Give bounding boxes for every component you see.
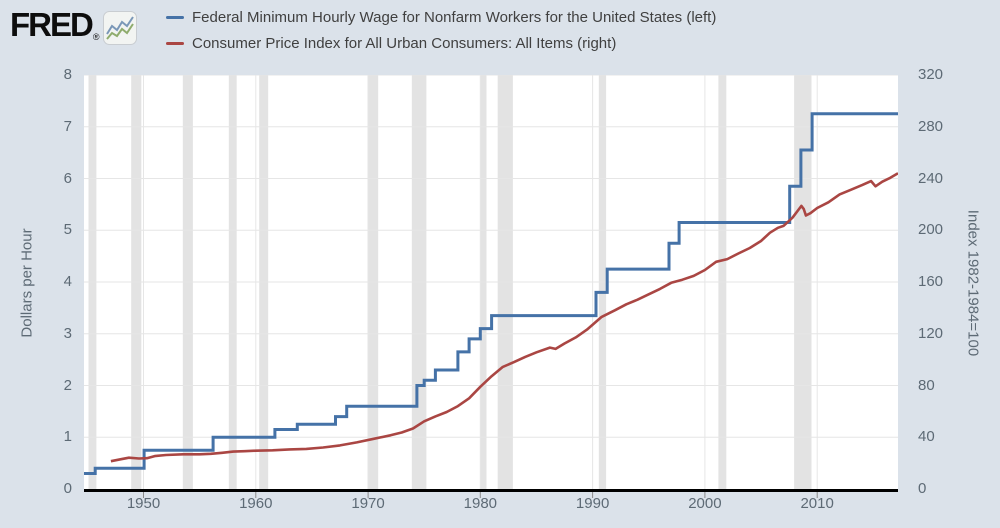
chart-legend: Federal Minimum Hourly Wage for Nonfarm … <box>166 6 716 58</box>
y-axis-right-tick-label: 200 <box>918 221 944 239</box>
fred-logo[interactable]: FRED ® <box>10 6 138 45</box>
min-wage-series-line <box>84 112 898 475</box>
fred-sparkline-icon <box>103 11 138 45</box>
y-axis-right-tick-label: 120 <box>918 324 944 342</box>
legend-item-cpi[interactable]: Consumer Price Index for All Urban Consu… <box>166 32 716 58</box>
min-wage-line-swatch <box>166 16 184 19</box>
y-axis-left-tick-label: 7 <box>63 117 72 135</box>
x-axis-tick-label: 1990 <box>575 495 610 512</box>
left-axis-title: Dollars per Hour <box>18 228 36 338</box>
x-axis-tick-label: 1970 <box>351 495 385 512</box>
x-axis-tick-label: 1980 <box>463 495 498 512</box>
legend-label-min-wage: Federal Minimum Hourly Wage for Nonfarm … <box>192 9 717 26</box>
x-axis-tick-label: 2010 <box>800 495 834 512</box>
y-axis-right-tick-label: 320 <box>918 66 944 83</box>
y-axis-left-tick-label: 8 <box>63 66 72 83</box>
y-axis-right-tick-label: 280 <box>918 117 944 135</box>
registered-trademark: ® <box>92 32 100 42</box>
y-axis-left-tick-label: 2 <box>63 376 72 394</box>
chart-plot-area[interactable] <box>84 75 898 499</box>
cpi-line-swatch <box>166 42 184 45</box>
x-axis-tick-label: 1960 <box>239 495 273 512</box>
y-axis-right-tick-label: 80 <box>918 376 935 394</box>
y-axis-left-tick-label: 0 <box>63 480 72 497</box>
x-axis-tick-label: 1950 <box>126 495 161 512</box>
y-axis-left-tick-label: 6 <box>63 169 72 187</box>
y-axis-left-tick-label: 5 <box>63 221 72 239</box>
x-axis-tick-label: 2000 <box>688 495 722 512</box>
y-axis-right-tick-label: 40 <box>918 428 935 446</box>
y-axis-right-tick-label: 240 <box>918 169 944 187</box>
y-axis-left-tick-label: 4 <box>63 273 72 290</box>
fred-logo-text: FRED <box>10 6 94 43</box>
y-axis-right-tick-label: 160 <box>918 273 944 290</box>
y-axis-left-tick-label: 3 <box>63 324 72 342</box>
y-axis-right-tick-label: 0 <box>918 480 927 497</box>
y-axis-left-tick-label: 1 <box>63 428 72 446</box>
cpi-series-line <box>110 172 898 463</box>
legend-label-cpi: Consumer Price Index for All Urban Consu… <box>192 35 617 52</box>
legend-item-min-wage[interactable]: Federal Minimum Hourly Wage for Nonfarm … <box>166 6 716 32</box>
